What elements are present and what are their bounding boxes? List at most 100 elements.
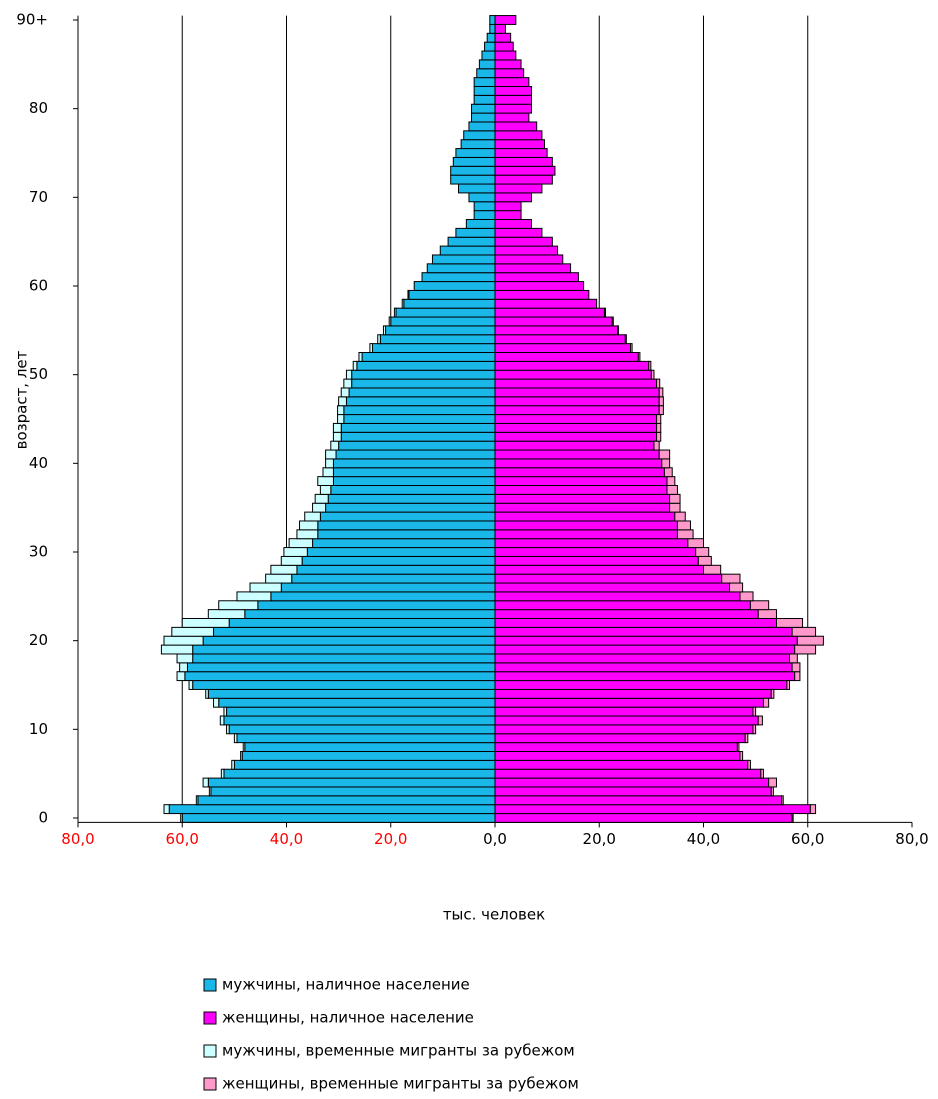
bar (494, 626, 793, 637)
bar (345, 396, 496, 407)
bar (494, 254, 564, 265)
bar (257, 600, 496, 611)
bar (494, 219, 532, 229)
bar (611, 316, 614, 327)
bar (296, 564, 496, 575)
bar (494, 396, 660, 407)
bar (494, 263, 572, 274)
bar (489, 23, 496, 34)
bar (760, 768, 764, 779)
bar (244, 609, 496, 620)
bar (176, 671, 186, 682)
bar (494, 281, 585, 291)
bar (171, 626, 215, 637)
bar (163, 635, 204, 646)
bar (494, 201, 522, 212)
bar (703, 564, 722, 575)
bar (494, 476, 668, 486)
bar (494, 103, 532, 114)
bar (494, 547, 697, 557)
bar (296, 529, 319, 540)
bar (494, 50, 517, 61)
bar (207, 777, 496, 788)
bar (233, 759, 496, 770)
x-tick-label: 80,0 (895, 830, 928, 848)
bar (473, 86, 496, 96)
bar (747, 759, 751, 770)
bar (176, 653, 194, 664)
bar (494, 777, 770, 788)
bar (494, 440, 655, 451)
bar (213, 697, 220, 708)
bar (736, 742, 740, 753)
bar (674, 511, 686, 522)
bar (721, 573, 741, 584)
bar (494, 511, 676, 522)
bar (494, 289, 590, 300)
bar (348, 387, 496, 398)
bar (494, 86, 532, 96)
bar (658, 405, 664, 416)
bar (233, 733, 238, 744)
bar (676, 529, 694, 540)
bar (340, 387, 350, 398)
bar (455, 148, 496, 158)
bar (210, 786, 496, 797)
bar (494, 130, 543, 141)
bar (439, 245, 496, 256)
bar (739, 751, 744, 761)
bar (388, 316, 392, 327)
bar (197, 795, 496, 806)
bar (757, 609, 777, 620)
bar (219, 715, 225, 726)
bar (494, 600, 751, 611)
bar (494, 688, 772, 699)
bar (796, 635, 824, 646)
legend-label: мужчины, временные мигранты за рубежом (222, 1042, 575, 1060)
bar (494, 573, 723, 584)
bar (695, 547, 710, 557)
bar (494, 343, 632, 353)
y-tick-label: 40 (29, 454, 48, 472)
bar (494, 768, 762, 779)
bar (791, 626, 817, 637)
bar (658, 396, 664, 407)
bar (401, 298, 405, 309)
bar (744, 733, 749, 744)
bar (179, 662, 188, 673)
bar (447, 236, 496, 247)
bar (160, 644, 194, 655)
bar (494, 227, 543, 238)
bar (494, 422, 658, 433)
bar (486, 32, 496, 43)
bar (301, 555, 496, 566)
bar (426, 263, 496, 274)
x-tick-label: 0,0 (483, 830, 507, 848)
legend-swatch (203, 1044, 217, 1058)
bar (494, 591, 741, 602)
bar (489, 15, 496, 25)
bar (494, 582, 731, 593)
bar (327, 493, 496, 504)
bar (208, 786, 212, 797)
bar (205, 688, 209, 699)
bar (494, 529, 678, 540)
bar (465, 219, 496, 229)
bar (494, 671, 796, 682)
bar (455, 227, 496, 238)
bar (494, 538, 689, 549)
bar (325, 449, 337, 460)
bar (379, 334, 496, 345)
bar (226, 724, 230, 735)
bar (630, 343, 633, 353)
bar (494, 431, 658, 442)
bar (468, 121, 496, 132)
legend-swatch (203, 978, 217, 992)
bar (494, 334, 626, 345)
bar (494, 15, 517, 25)
legend-label: мужчины, наличное население (222, 976, 470, 994)
bar (648, 360, 652, 371)
bar (494, 210, 522, 220)
bar (463, 130, 496, 141)
bar (494, 706, 754, 717)
